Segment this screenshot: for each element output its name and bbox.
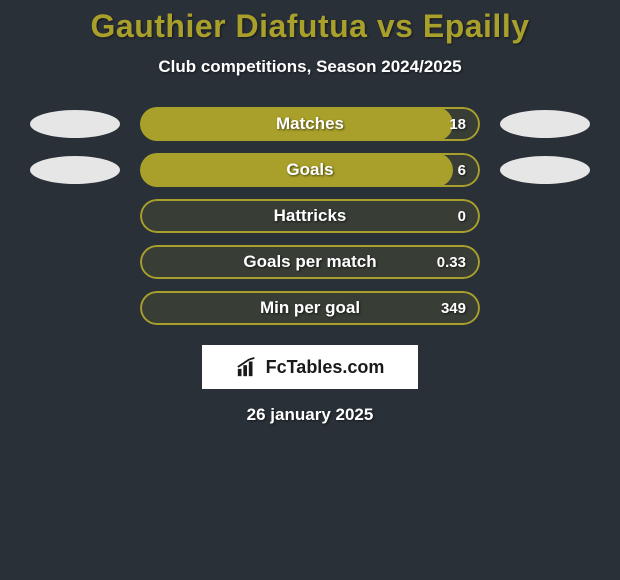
stat-row: Matches18 [0, 107, 620, 141]
stat-row: Hattricks0 [0, 199, 620, 233]
stat-label: Matches [140, 107, 480, 141]
stat-value: 0 [458, 199, 466, 233]
stat-bar: Goals6 [140, 153, 480, 187]
avatar-spacer [30, 294, 120, 322]
bar-chart-icon [236, 356, 258, 378]
player-right-avatar [500, 156, 590, 184]
player-right-avatar [500, 110, 590, 138]
avatar-spacer [30, 248, 120, 276]
stat-label: Goals [140, 153, 480, 187]
stat-bar: Goals per match0.33 [140, 245, 480, 279]
player-left-avatar [30, 156, 120, 184]
brand-box[interactable]: FcTables.com [202, 345, 418, 389]
date-text: 26 january 2025 [0, 405, 620, 425]
brand-text: FcTables.com [266, 357, 385, 378]
stat-bar: Hattricks0 [140, 199, 480, 233]
stat-bar: Min per goal349 [140, 291, 480, 325]
stat-row: Goals6 [0, 153, 620, 187]
avatar-spacer [500, 248, 590, 276]
stat-value: 349 [441, 291, 466, 325]
player-left-avatar [30, 110, 120, 138]
avatar-spacer [500, 294, 590, 322]
stat-bar: Matches18 [140, 107, 480, 141]
stat-value: 18 [449, 107, 466, 141]
comparison-card: Gauthier Diafutua vs Epailly Club compet… [0, 0, 620, 425]
stat-label: Hattricks [140, 199, 480, 233]
subtitle: Club competitions, Season 2024/2025 [0, 57, 620, 77]
avatar-spacer [30, 202, 120, 230]
stat-label: Min per goal [140, 291, 480, 325]
stat-value: 6 [458, 153, 466, 187]
stat-label: Goals per match [140, 245, 480, 279]
page-title: Gauthier Diafutua vs Epailly [0, 8, 620, 45]
stat-value: 0.33 [437, 245, 466, 279]
stat-row: Goals per match0.33 [0, 245, 620, 279]
avatar-spacer [500, 202, 590, 230]
stat-row: Min per goal349 [0, 291, 620, 325]
stats-rows: Matches18 Goals6 Hattricks0 Goals per match… [0, 107, 620, 325]
